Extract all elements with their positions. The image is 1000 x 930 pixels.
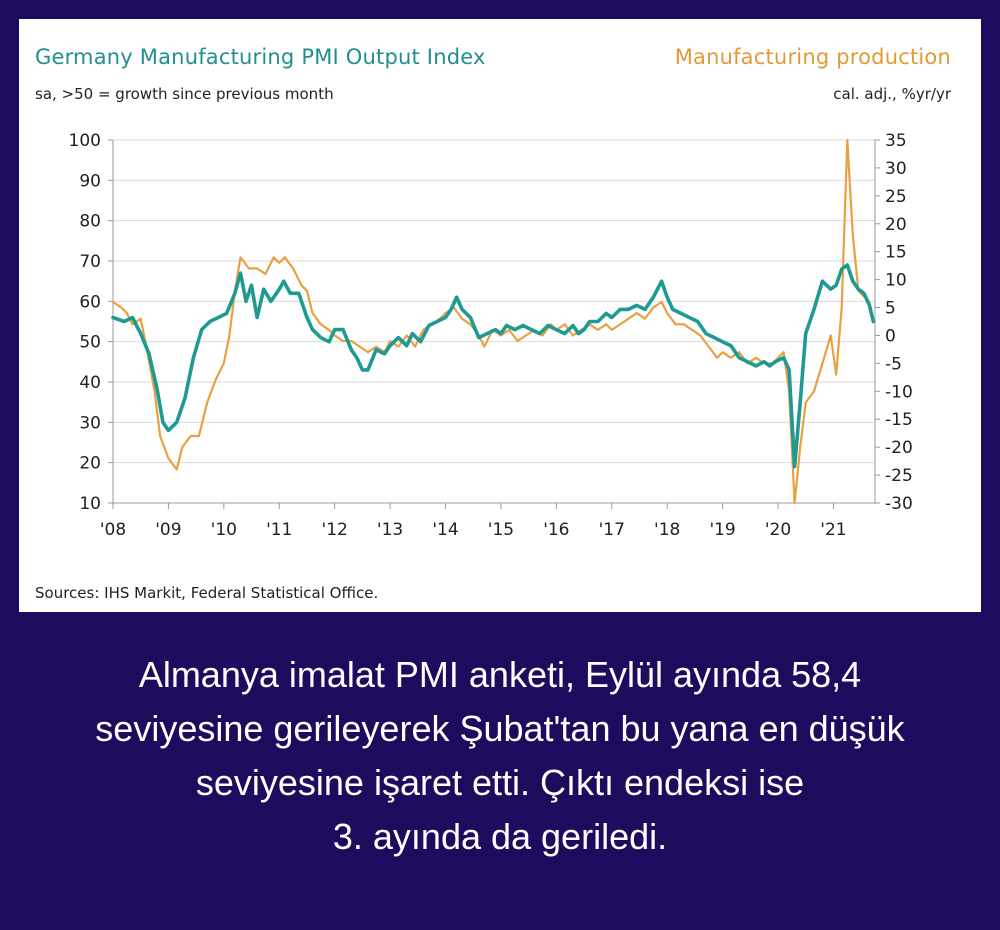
caption-line-3: seviyesine işaret etti. Çıktı endeksi is…	[195, 762, 805, 803]
y-right-tick-label: -5	[885, 354, 902, 374]
y-left-tick-label: 60	[79, 292, 101, 312]
x-tick-label: '08	[100, 520, 126, 540]
chart-subtitle-right: cal. adj., %yr/yr	[833, 85, 951, 103]
chart-subtitle: sa, >50 = growth since previous month	[35, 85, 334, 103]
line-chart: 10090807060504030201035302520151050-5-10…	[69, 131, 913, 540]
y-right-tick-label: 10	[885, 271, 907, 291]
caption-line-4: 3. ayında da geriledi.	[332, 816, 668, 857]
x-tick-label: '15	[488, 520, 514, 540]
y-right-tick-label: 0	[885, 326, 896, 346]
y-left-tick-label: 90	[79, 171, 101, 191]
x-tick-label: '20	[765, 520, 791, 540]
x-tick-label: '09	[155, 520, 181, 540]
x-tick-label: '19	[709, 520, 735, 540]
x-tick-label: '21	[820, 520, 846, 540]
y-left-tick-label: 50	[79, 333, 101, 353]
y-right-tick-label: 20	[885, 215, 907, 235]
y-right-tick-label: -20	[885, 438, 913, 458]
y-left-tick-label: 70	[79, 252, 101, 272]
x-tick-label: '18	[654, 520, 680, 540]
y-right-tick-label: 30	[885, 159, 907, 179]
caption-line-1: Almanya imalat PMI anketi, Eylül ayında …	[138, 654, 862, 695]
x-tick-label: '12	[322, 520, 348, 540]
y-left-tick-label: 10	[79, 494, 101, 514]
y-right-tick-label: -30	[885, 494, 913, 514]
y-right-tick-label: 5	[885, 299, 896, 319]
caption-line-2: seviyesine gerileyerek Şubat'tan bu yana…	[95, 708, 905, 749]
chart-title-right: Manufacturing production	[674, 45, 951, 69]
caption: Almanya imalat PMI anketi, Eylül ayında …	[0, 648, 1000, 864]
x-tick-label: '14	[432, 520, 458, 540]
y-left-tick-label: 40	[79, 373, 101, 393]
y-right-tick-label: 25	[885, 187, 907, 207]
chart-card: Germany Manufacturing PMI Output Index M…	[19, 19, 981, 612]
y-right-tick-label: -15	[885, 410, 913, 430]
x-tick-label: '13	[377, 520, 403, 540]
x-tick-label: '10	[211, 520, 237, 540]
y-left-tick-label: 100	[69, 131, 101, 151]
production-series-line	[111, 138, 871, 505]
x-tick-label: '16	[543, 520, 569, 540]
y-left-tick-label: 80	[79, 212, 101, 232]
y-left-tick-label: 20	[79, 454, 101, 474]
chart-source: Sources: IHS Markit, Federal Statistical…	[35, 584, 379, 602]
x-tick-label: '17	[599, 520, 625, 540]
pmi-series-line	[111, 263, 876, 469]
chart-title: Germany Manufacturing PMI Output Index	[35, 45, 486, 69]
y-right-tick-label: 15	[885, 243, 907, 263]
y-right-tick-label: 35	[885, 131, 907, 151]
y-right-tick-label: -10	[885, 382, 913, 402]
x-tick-label: '11	[266, 520, 292, 540]
y-left-tick-label: 30	[79, 413, 101, 433]
y-right-tick-label: -25	[885, 466, 913, 486]
